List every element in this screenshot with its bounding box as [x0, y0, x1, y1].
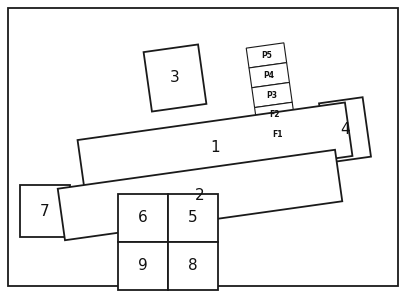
- Bar: [168, 194, 218, 242]
- Bar: [251, 82, 292, 108]
- Text: F2: F2: [269, 110, 279, 119]
- Text: 1: 1: [210, 140, 219, 156]
- Bar: [246, 43, 286, 68]
- Bar: [57, 150, 342, 240]
- Bar: [168, 242, 218, 290]
- Text: 6: 6: [138, 210, 147, 226]
- Bar: [257, 122, 297, 147]
- Text: 8: 8: [188, 259, 197, 274]
- Text: 9: 9: [138, 259, 147, 274]
- Text: 3: 3: [170, 70, 179, 85]
- Text: P5: P5: [260, 51, 271, 60]
- Text: 5: 5: [188, 210, 197, 226]
- Bar: [118, 194, 168, 242]
- Bar: [118, 242, 168, 290]
- Text: F1: F1: [272, 130, 282, 139]
- Text: 2: 2: [195, 188, 204, 203]
- Text: P4: P4: [263, 71, 274, 80]
- Bar: [248, 63, 289, 88]
- Bar: [77, 102, 351, 194]
- Bar: [20, 185, 70, 237]
- Bar: [318, 97, 370, 163]
- Text: P3: P3: [266, 91, 277, 99]
- Bar: [254, 102, 294, 127]
- Bar: [143, 44, 206, 111]
- Text: 4: 4: [339, 123, 349, 137]
- Text: 7: 7: [40, 204, 50, 219]
